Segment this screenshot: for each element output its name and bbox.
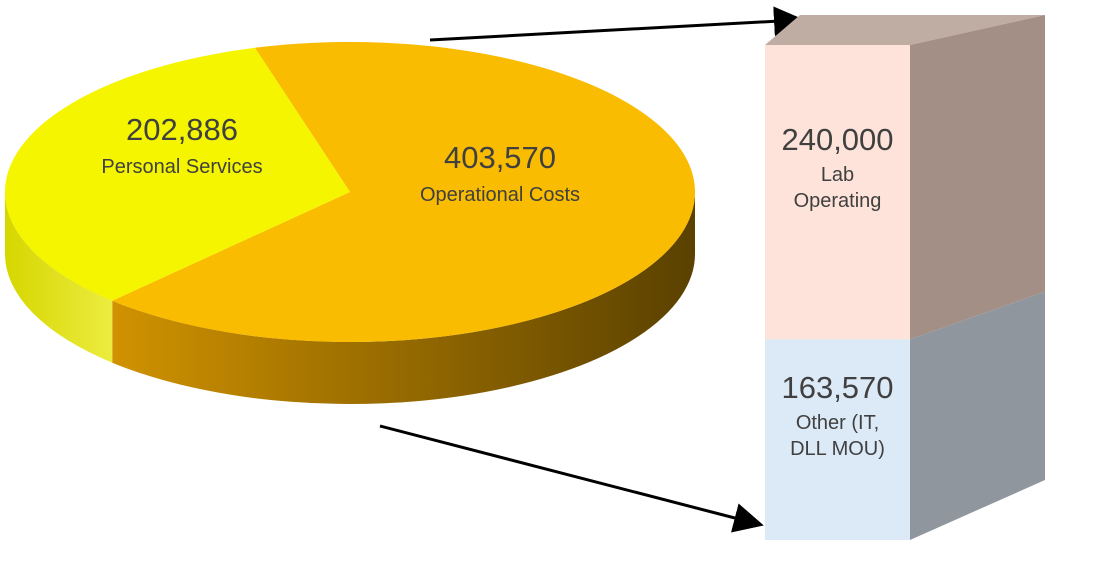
value-label: 403,570 <box>443 140 557 175</box>
value-label: 240,000 <box>781 122 894 158</box>
category-label: Lab Operating <box>793 164 882 213</box>
arrow <box>429 6 804 42</box>
category-label: Operational Costs <box>419 184 581 206</box>
bar-segment <box>765 45 910 340</box>
value-label: 163,570 <box>781 369 894 405</box>
slice-side <box>5 192 113 363</box>
bar-side <box>910 291 1045 540</box>
bar-top <box>765 15 1045 45</box>
category-label: Personal Services <box>101 156 263 178</box>
slice <box>4 47 351 301</box>
bar-side <box>910 15 1045 340</box>
slice <box>112 42 695 343</box>
slice-side <box>112 192 696 405</box>
bar-segment <box>765 339 910 540</box>
value-label: 202,886 <box>125 112 239 147</box>
category-label: Other (IT, DLL MOU) <box>790 411 885 460</box>
arrow <box>379 424 764 533</box>
